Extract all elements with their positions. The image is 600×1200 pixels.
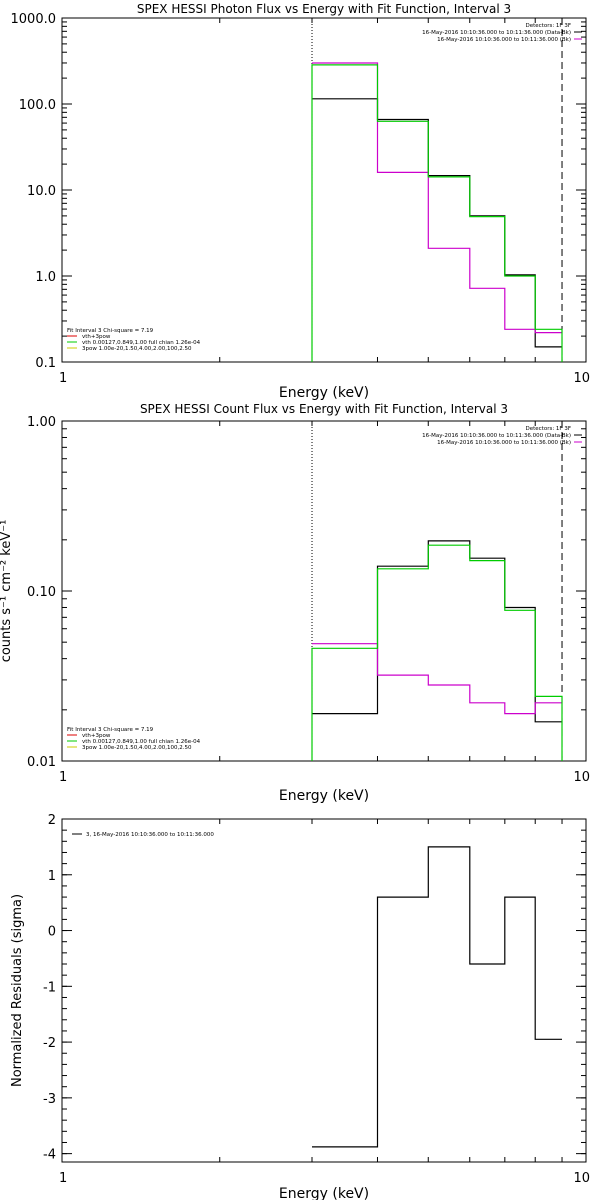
y-tick-label: 100.0 bbox=[19, 98, 56, 113]
legend-entry: Fit Interval 3 Chi-square = 7.19 bbox=[67, 328, 154, 334]
plot-frame bbox=[61, 420, 587, 762]
y-axis-label: counts s⁻¹ cm⁻² keV⁻¹ bbox=[0, 520, 14, 663]
series-line-2 bbox=[312, 62, 562, 334]
y-tick-label: -4 bbox=[43, 1148, 56, 1163]
y-tick-label: -3 bbox=[43, 1092, 56, 1107]
chart-title: SPEX HESSI Count Flux vs Energy with Fit… bbox=[140, 402, 508, 416]
chart-panel-2: SPEX HESSI Count Flux vs Energy with Fit… bbox=[0, 402, 590, 804]
y-tick-label: 0.1 bbox=[35, 356, 56, 371]
series-line-2 bbox=[312, 643, 562, 715]
legend-entry: vth 0.00127,0.849,1.00 full chian 1.26e-… bbox=[82, 340, 201, 346]
x-tick-label: 1 bbox=[59, 1171, 67, 1186]
x-tick-label: 1 bbox=[59, 770, 67, 785]
legend-entry: Detectors: 1F 3F bbox=[525, 426, 571, 432]
legend-entry: 3pow 1.00e-20,1.50,4.00,2.00,100,2.50 bbox=[82, 745, 192, 751]
legend-entry: 16-May-2016 10:10:36.000 to 10:11:36.000… bbox=[437, 440, 571, 446]
y-tick-label: 10.0 bbox=[27, 184, 56, 199]
y-tick-label: 0 bbox=[48, 925, 56, 940]
legend-entry: 16-May-2016 10:10:36.000 to 10:11:36.000… bbox=[422, 30, 571, 36]
series-line-3 bbox=[311, 64, 563, 362]
y-tick-label: 1000.0 bbox=[11, 12, 57, 27]
x-tick-label: 10 bbox=[573, 770, 590, 785]
chart-title: SPEX HESSI Photon Flux vs Energy with Fi… bbox=[137, 2, 511, 16]
y-tick-label: 0.01 bbox=[27, 755, 56, 770]
series-line-1 bbox=[312, 846, 562, 1148]
legend-entry: 3pow 1.00e-20,1.50,4.00,2.00,100,2.50 bbox=[82, 346, 192, 352]
legend-entry: Fit Interval 3 Chi-square = 7.19 bbox=[67, 727, 154, 733]
y-tick-label: 2 bbox=[48, 813, 56, 828]
legend-entry: vth+3pow bbox=[82, 733, 111, 739]
y-tick-label: 1.00 bbox=[27, 415, 56, 430]
x-axis-label: Energy (keV) bbox=[279, 788, 369, 804]
x-axis-label: Energy (keV) bbox=[279, 1186, 369, 1200]
series-line-3 bbox=[311, 544, 563, 761]
y-tick-label: 0.10 bbox=[27, 585, 56, 600]
legend-entry: vth+3pow bbox=[82, 334, 111, 340]
chart-panel-1: SPEX HESSI Photon Flux vs Energy with Fi… bbox=[11, 2, 591, 401]
legend-entry: 16-May-2016 10:10:36.000 to 10:11:36.000… bbox=[422, 433, 571, 439]
y-tick-label: -2 bbox=[43, 1036, 56, 1051]
y-tick-label: 1 bbox=[48, 869, 56, 884]
x-tick-label: 1 bbox=[59, 371, 67, 386]
y-tick-label: 1.0 bbox=[35, 270, 56, 285]
plot-frame bbox=[61, 818, 587, 1163]
x-tick-label: 10 bbox=[573, 371, 590, 386]
legend-entry: 3, 16-May-2016 10:10:36.000 to 10:11:36.… bbox=[86, 832, 214, 838]
x-axis-label: Energy (keV) bbox=[279, 385, 369, 401]
x-tick-label: 10 bbox=[573, 1171, 590, 1186]
chart-panel-3: 1 10 -4 -3 -2 -1 0 1 2 3, 16-May-2016 10:10:36.00… bbox=[10, 813, 590, 1200]
legend-entry: Detectors: 1F 3F bbox=[525, 23, 571, 29]
plot-frame bbox=[61, 17, 587, 363]
y-axis-label: Normalized Residuals (sigma) bbox=[10, 894, 25, 1087]
legend-entry: vth 0.00127,0.849,1.00 full chian 1.26e-… bbox=[82, 739, 201, 745]
y-tick-label: -1 bbox=[43, 980, 56, 995]
series-line-1 bbox=[312, 98, 562, 348]
series-line-1 bbox=[312, 540, 562, 723]
legend-entry: 16-May-2016 10:10:36.000 to 10:11:36.000… bbox=[437, 37, 571, 43]
